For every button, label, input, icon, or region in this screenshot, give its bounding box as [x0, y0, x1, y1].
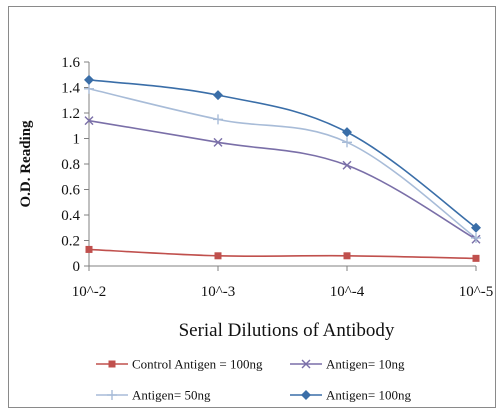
data-point	[472, 254, 480, 262]
x-tick-label: 10^-3	[201, 284, 236, 300]
legend-entry: Antigen= 50ng	[96, 388, 211, 403]
legend-label: Antigen= 50ng	[132, 388, 211, 403]
legend-label: Antigen= 10ng	[326, 357, 405, 372]
y-axis-label: O.D. Reading	[18, 120, 34, 208]
legend-label: Control Antigen = 100ng	[132, 357, 263, 372]
legend-label: Antigen= 100ng	[326, 388, 411, 403]
legend-swatch-marker	[108, 360, 116, 368]
data-point	[471, 232, 481, 243]
y-tick-label: 1	[73, 132, 81, 148]
y-tick-label: 1.4	[61, 81, 80, 97]
series-line-3	[88, 79, 477, 229]
data-point	[342, 137, 352, 148]
data-point	[214, 252, 222, 260]
series-line-0	[88, 248, 477, 260]
series-line-1	[88, 119, 477, 240]
y-tick-label: 1.6	[61, 55, 80, 71]
series-line-2	[88, 87, 477, 239]
legend-swatch-marker	[301, 390, 311, 400]
data-point	[213, 90, 223, 101]
y-tick-labels: 0 0.2 0.4 0.6 0.8 1 1.2 1.4 1.6	[61, 55, 80, 275]
x-tick-label: 10^-2	[72, 284, 107, 300]
y-tick-label: 1.2	[61, 106, 80, 122]
data-point	[342, 160, 352, 170]
y-tick-label: 0.4	[61, 208, 80, 224]
data-point	[213, 114, 223, 125]
x-tick-label: 10^-5	[459, 284, 494, 300]
data-point	[471, 222, 481, 233]
data-point	[85, 245, 93, 253]
data-point	[343, 252, 351, 260]
legend-swatch-marker	[107, 390, 117, 400]
x-tick-labels: 10^-2 10^-3 10^-4 10^-5	[72, 284, 494, 300]
chart-legend: Control Antigen = 100ng Antigen= 10ng Anti…	[96, 357, 411, 403]
series-lines	[88, 79, 477, 260]
x-tick-label: 10^-4	[330, 284, 365, 300]
legend-swatch-marker	[301, 359, 311, 369]
y-tick-label: 0.8	[61, 157, 80, 173]
x-axis-label: Serial Dilutions of Antibody	[179, 320, 395, 341]
data-point	[342, 127, 352, 138]
legend-entry: Antigen= 10ng	[290, 357, 405, 372]
data-point	[84, 116, 94, 126]
legend-entry: Control Antigen = 100ng	[96, 357, 263, 372]
legend-entry: Antigen= 100ng	[290, 388, 411, 403]
series-markers	[84, 74, 481, 262]
data-point	[213, 137, 223, 147]
y-tick-label: 0	[73, 259, 81, 275]
y-tick-label: 0.2	[61, 234, 80, 250]
data-point	[84, 83, 94, 94]
chart-axes	[84, 61, 477, 271]
y-tick-label: 0.6	[61, 183, 80, 199]
data-point	[84, 74, 94, 85]
